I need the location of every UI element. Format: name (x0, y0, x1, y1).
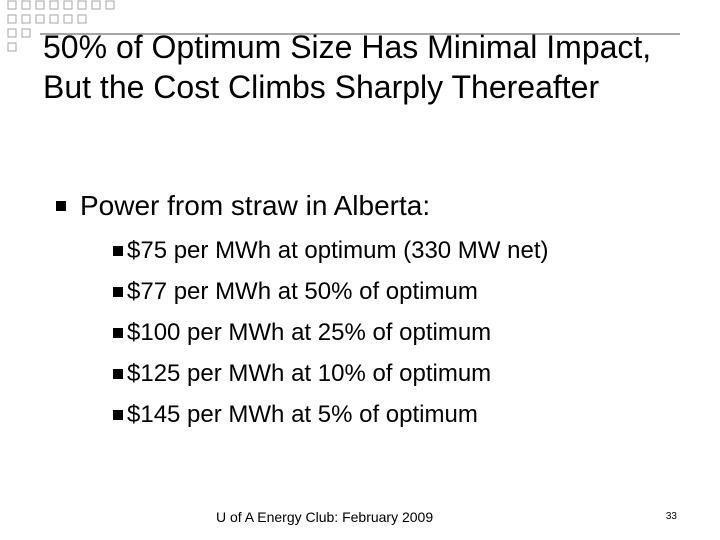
sub-bullet-text: $125 per MWh at 10% of optimum (127, 360, 492, 387)
bullet-item: Power from straw in Alberta: (50, 188, 690, 224)
title-divider-line (40, 33, 680, 35)
sub-bullet-item: $145 per MWh at 5% of optimum (113, 397, 693, 433)
slide-footer: U of A Energy Club: February 2009 33 (0, 508, 720, 528)
sub-bullet-item: $125 per MWh at 10% of optimum (113, 356, 693, 392)
slide-title: 50% of Optimum Size Has Minimal Impact, … (43, 29, 652, 105)
sub-bullet-text: $100 per MWh at 25% of optimum (127, 319, 492, 346)
square-bullet-icon (113, 287, 123, 297)
page-number: 33 (665, 511, 677, 522)
sub-bullet-text: $145 per MWh at 5% of optimum (127, 401, 478, 428)
footer-text: U of A Energy Club: February 2009 (216, 509, 434, 525)
square-bullet-icon (113, 410, 123, 420)
bullet-list: Power from straw in Alberta: (50, 188, 690, 224)
square-bullet-icon (113, 328, 123, 338)
sub-bullet-text: $77 per MWh at 50% of optimum (127, 278, 478, 305)
square-bullet-icon (56, 201, 66, 211)
grid-pattern-decoration (7, 0, 115, 52)
sub-bullet-item: $75 per MWh at optimum (330 MW net) (113, 233, 693, 269)
sub-bullet-text: $75 per MWh at optimum (330 MW net) (127, 237, 549, 264)
square-bullet-icon (113, 246, 123, 256)
sub-bullet-list: $75 per MWh at optimum (330 MW net) $77 … (113, 233, 693, 438)
bullet-text: Power from straw in Alberta: (80, 190, 431, 221)
sub-bullet-item: $100 per MWh at 25% of optimum (113, 315, 693, 351)
square-bullet-icon (113, 369, 123, 379)
sub-bullet-item: $77 per MWh at 50% of optimum (113, 274, 693, 310)
